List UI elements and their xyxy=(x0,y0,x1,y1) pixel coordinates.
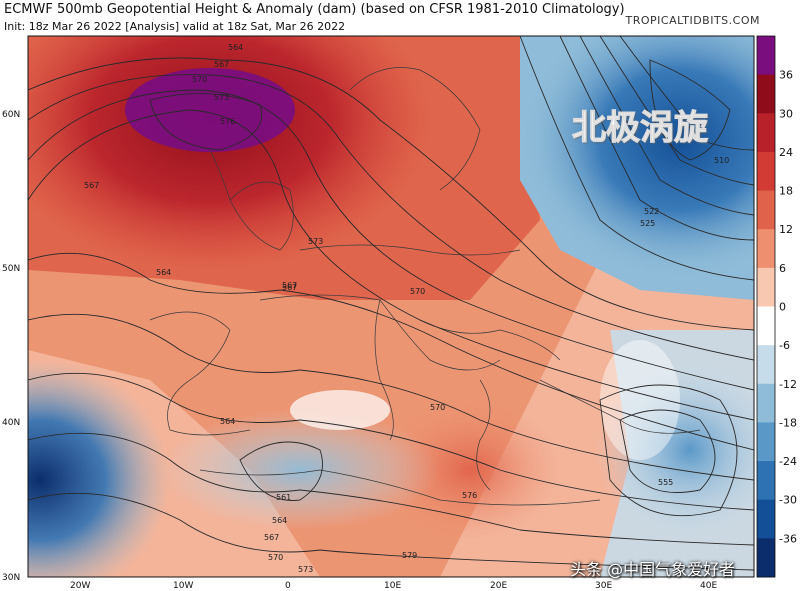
contour-label: 564 xyxy=(220,417,235,426)
contour-label: 555 xyxy=(658,478,673,487)
colorbar-segment xyxy=(757,190,775,230)
colorbar-segment xyxy=(757,229,775,269)
colorbar-segment xyxy=(757,113,775,153)
colorbar-segment xyxy=(757,267,775,307)
lat-label: 60N xyxy=(2,110,20,120)
contour-label: 579 xyxy=(402,551,417,560)
lat-label: 40N xyxy=(2,418,20,428)
contour-label: 576 xyxy=(462,491,477,500)
source-credit: TROPICALTIDBITS.COM xyxy=(625,14,760,27)
colorbar-segment xyxy=(757,383,775,423)
colorbar-label: 36 xyxy=(779,69,793,82)
colorbar-label: 30 xyxy=(779,107,793,120)
map-subtitle: Init: 18z Mar 26 2022 [Analysis] valid a… xyxy=(4,20,346,33)
map-frame xyxy=(27,35,755,578)
contour-label: 576 xyxy=(220,117,235,126)
colorbar-segment xyxy=(757,36,775,76)
longitude-labels: 20W 10W 0 10E 20E 30E 40E xyxy=(70,581,717,591)
contour-label: 567 xyxy=(84,181,99,190)
lon-label: 30E xyxy=(595,581,612,591)
lon-label: 10E xyxy=(384,581,401,591)
latitude-labels: 60N 50N 40N 30N xyxy=(2,110,20,583)
lon-label: 0 xyxy=(285,581,291,591)
contour-label: 564 xyxy=(156,268,171,277)
colorbar-segment xyxy=(757,538,775,578)
colorbar-label: -24 xyxy=(779,455,797,468)
colorbar-segment xyxy=(757,499,775,539)
height-contours xyxy=(28,36,754,571)
colorbar-frame xyxy=(756,35,776,578)
colorbar-label: -30 xyxy=(779,494,797,507)
colorbar-segment xyxy=(757,461,775,501)
contour-label: 567 xyxy=(282,283,297,292)
contour-label: 567 xyxy=(214,60,229,69)
contour-label: 522 xyxy=(644,207,659,216)
contour-label: 567 xyxy=(282,281,297,290)
contour-label: 570 xyxy=(192,75,207,84)
colorbar-label: 6 xyxy=(779,262,786,275)
colorbar-label: -6 xyxy=(779,339,790,352)
contour-label: 570 xyxy=(410,287,425,296)
watermark-text: 头条 @中国气象爱好者 xyxy=(570,560,736,579)
colorbar-label: 24 xyxy=(779,146,793,159)
lon-label: 20W xyxy=(70,581,90,591)
lon-label: 20E xyxy=(490,581,507,591)
colorbar-segment xyxy=(757,422,775,462)
contour-label: 510 xyxy=(714,156,729,165)
contour-label: 573 xyxy=(298,565,313,574)
colorbar-label: 18 xyxy=(779,185,793,198)
map-title: ECMWF 500mb Geopotential Height & Anomal… xyxy=(4,2,625,17)
colorbar-label: -18 xyxy=(779,416,797,429)
contour-labels: 564 567 570 573 576 567 564 573 570 567 … xyxy=(84,43,729,574)
contour-label: 561 xyxy=(276,493,291,502)
coastlines xyxy=(149,67,701,506)
contour-label: 570 xyxy=(268,553,283,562)
contour-label: 564 xyxy=(272,516,287,525)
colorbar-label: -36 xyxy=(779,532,797,545)
contour-label: 573 xyxy=(308,237,323,246)
lon-label: 40E xyxy=(700,581,717,591)
colorbar-label: -12 xyxy=(779,378,797,391)
contour-label: 573 xyxy=(214,93,229,102)
colorbar-label: 0 xyxy=(779,301,786,314)
colorbar-segment xyxy=(757,345,775,385)
colorbar-segment xyxy=(757,74,775,114)
colorbar-segment xyxy=(757,306,775,346)
lat-label: 50N xyxy=(2,264,20,274)
contour-label: 525 xyxy=(640,219,655,228)
contour-label: 564 xyxy=(228,43,243,52)
overlay-caption: 北极涡旋 xyxy=(572,108,709,149)
colorbar: 36 30 24 18 12 6 0 -6 -12 -18 -24 -30 -36 xyxy=(756,35,797,578)
lat-label: 30N xyxy=(2,573,20,583)
lon-label: 10W xyxy=(173,581,193,591)
contour-label: 570 xyxy=(430,403,445,412)
colorbar-label: 12 xyxy=(779,223,793,236)
colorbar-segment xyxy=(757,151,775,192)
contour-label: 567 xyxy=(264,533,279,542)
